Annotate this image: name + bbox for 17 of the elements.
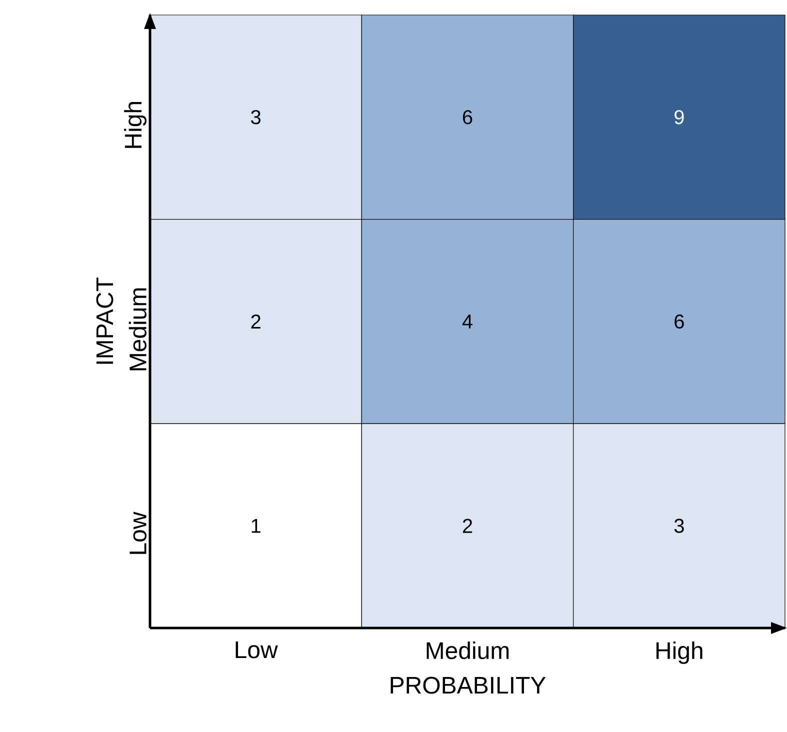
data-label: 2 xyxy=(462,518,472,533)
data-label: 9 xyxy=(674,110,684,124)
data-label: 4 xyxy=(462,314,472,328)
data-label: 6 xyxy=(462,110,472,124)
data-label: 2 xyxy=(251,314,260,328)
y-tick-label: High xyxy=(124,102,146,148)
y-axis-title: IMPACT xyxy=(96,278,114,364)
x-axis-title: PROBABILITY xyxy=(390,676,546,694)
x-tick-label: Medium xyxy=(426,642,509,660)
x-tick-label: High xyxy=(656,642,702,664)
data-label: 6 xyxy=(674,314,684,329)
data-label: 3 xyxy=(674,518,684,533)
x-tick-label: Low xyxy=(236,642,278,658)
data-label: 3 xyxy=(251,110,261,124)
y-tick-label: Medium xyxy=(128,288,146,370)
data-label: 1 xyxy=(252,518,260,533)
y-tick-label: Low xyxy=(130,512,146,554)
